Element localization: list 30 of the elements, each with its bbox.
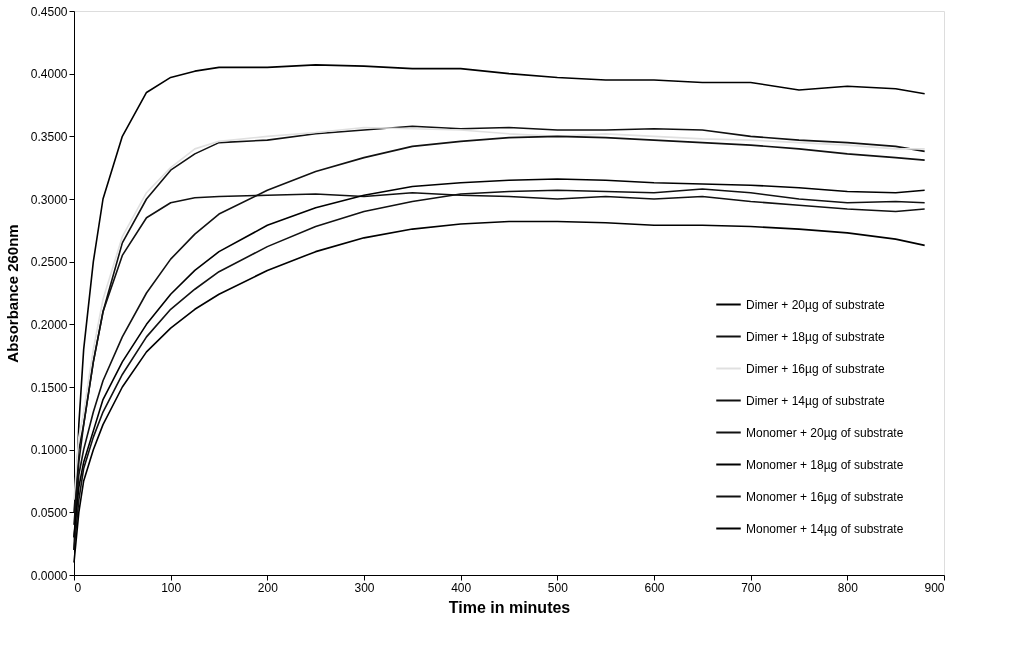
x-tick-label: 100: [161, 580, 182, 595]
legend-label: Monomer + 16µg of substrate: [746, 489, 904, 504]
y-tick-label: 0.0500: [30, 505, 68, 520]
legend-label: Dimer + 16µg of substrate: [746, 361, 885, 376]
x-tick-label: 300: [354, 580, 375, 595]
x-tick-label: 900: [924, 580, 945, 595]
legend-label: Dimer + 14µg of substrate: [746, 393, 885, 408]
y-tick-label: 0.1500: [30, 380, 68, 395]
y-tick-label: 0.3500: [30, 129, 68, 144]
x-tick-label: 600: [644, 580, 665, 595]
x-tick-label: 0: [74, 580, 82, 595]
y-tick-label: 0.0000: [30, 568, 68, 583]
x-tick-label: 800: [837, 580, 859, 595]
legend-label: Dimer + 20µg of substrate: [746, 297, 885, 312]
y-tick-label: 0.4000: [30, 67, 68, 82]
legend-label: Dimer + 18µg of substrate: [746, 329, 885, 344]
x-tick-label: 500: [547, 580, 569, 595]
x-tick-label: 700: [741, 580, 762, 595]
y-tick-label: 0.3000: [30, 192, 68, 207]
y-tick-label: 0.2500: [30, 255, 68, 270]
x-tick-label: 200: [257, 580, 279, 595]
x-axis-title: Time in minutes: [448, 598, 571, 616]
legend-label: Monomer + 18µg of substrate: [746, 457, 904, 472]
y-axis-title: Absorbance 260nm: [3, 224, 21, 363]
y-tick-label: 0.1000: [30, 443, 68, 458]
legend-label: Monomer + 20µg of substrate: [746, 425, 904, 440]
legend-label: Monomer + 14µg of substrate: [746, 521, 904, 536]
y-tick-label: 0.2000: [30, 317, 68, 332]
x-tick-label: 400: [451, 580, 472, 595]
y-tick-label: 0.4500: [30, 4, 68, 19]
